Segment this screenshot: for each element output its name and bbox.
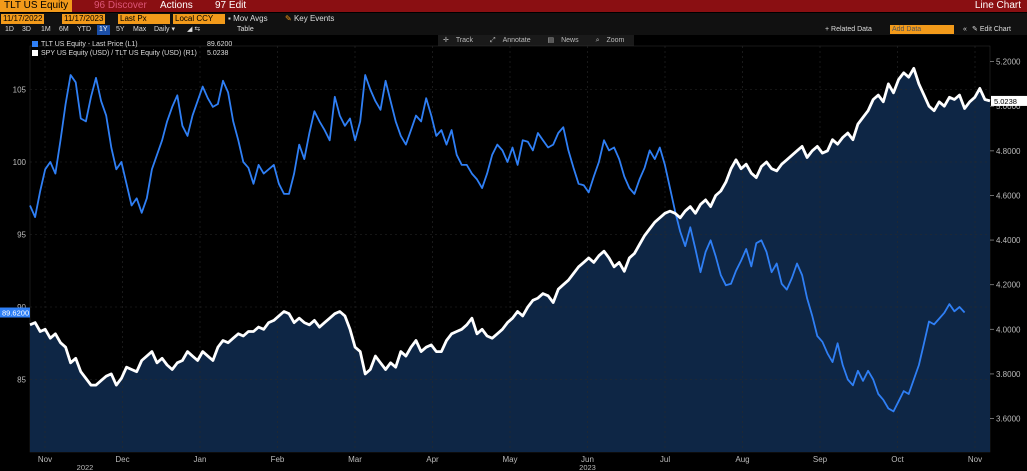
right-tick-4.4: 4.4000 [996,236,1021,245]
x-tick-8: Jul [660,455,670,464]
right-tick-3.8: 3.8000 [996,370,1021,379]
pencil-icon: ✎ [285,14,292,23]
frequency-label: Daily [154,26,170,33]
x-tick-9: Aug [735,455,749,464]
edit-chart-label: Edit Chart [979,26,1011,33]
right-tick-4: 4.0000 [996,325,1021,334]
x-tick-4: Mar [348,455,362,464]
left-tick-100: 100 [13,158,27,167]
ratio-area-fill [30,68,990,453]
period-1m[interactable]: 1M [41,26,51,33]
zoom-tool[interactable]: ⌕ Zoom [595,37,625,44]
year-label-2023: 2023 [579,463,596,471]
track-label: Track [455,37,474,44]
mov-avgs-label: Mov Avgs [233,14,268,23]
last-value-text-tlt: 89.6200 [2,309,29,318]
legend-entry-tlt[interactable]: TLT US Equity - Last Price (L1) 89.6200 [32,40,232,49]
add-data-input[interactable]: Add Data [890,25,954,34]
zoom-label: Zoom [606,37,625,44]
right-tick-3.6: 3.6000 [996,415,1021,424]
annotate-label: Annotate [502,37,531,44]
chart-type-title: Line Chart [974,0,1021,11]
left-tick-105: 105 [13,86,27,95]
edit-chart-icon: ✎ [972,26,978,33]
key-events-toggle[interactable]: ✎ Key Events [285,13,334,25]
last-value-text-ratio: 5.0238 [994,97,1017,106]
left-tick-85: 85 [17,376,26,385]
right-tick-5: 5.0000 [996,102,1021,111]
right-tick-5.2: 5.2000 [996,58,1021,67]
right-tick-4.8: 4.8000 [996,147,1021,156]
legend-label-ratio: SPY US Equity (USD) / TLT US Equity (USD… [41,50,197,57]
news-label: News [561,37,579,44]
x-tick-1: Dec [115,455,129,464]
mov-avgs-toggle[interactable]: ▪ Mov Avgs [228,14,268,23]
collapse-icon[interactable]: « [963,26,967,33]
x-tick-6: May [502,455,517,464]
legend-entry-ratio[interactable]: SPY US Equity (USD) / TLT US Equity (USD… [32,49,228,58]
right-tick-4.2: 4.2000 [996,281,1021,290]
legend-value-ratio: 5.0238 [207,50,229,57]
frequency-select[interactable]: Daily ▾ [154,26,176,33]
x-tick-10: Sep [813,455,828,464]
last-value-badge-tlt [0,307,30,318]
start-date-field[interactable]: 11/17/2022 [1,14,45,24]
legend-value-tlt: 89.6200 [207,41,233,48]
date-toolbar: 11/17/2022 11/17/2023 Last Px Local CCY … [0,13,1027,25]
news-tool[interactable]: ▤ News [547,37,579,44]
x-tick-11: Oct [891,455,904,464]
x-tick-5: Apr [426,455,439,464]
left-tick-95: 95 [17,231,26,240]
chart-legend: TLT US Equity - Last Price (L1) 89.6200 … [32,40,232,58]
x-tick-7: Jun [581,455,594,464]
right-tick-4.6: 4.6000 [996,191,1021,200]
x-tick-12: Nov [968,455,982,464]
actions-menu[interactable]: Actions [160,0,193,11]
chart-style-icon[interactable]: ◢ ⇆ [187,26,201,33]
key-events-label: Key Events [293,14,335,23]
legend-label-tlt: TLT US Equity - Last Price (L1) [41,41,138,48]
currency-select[interactable]: Local CCY [173,14,225,24]
period-max[interactable]: Max [133,26,147,33]
title-bar: TLT US Equity 96 Discover Actions 97 Edi… [0,0,1027,12]
period-1d[interactable]: 1D [5,26,14,33]
period-toolbar: 1D 3D 1M 6M YTD 1Y 5Y Max Daily ▾ ◢ ⇆ Ta… [0,25,1027,35]
series-line-ratio [29,66,991,387]
period-5y[interactable]: 5Y [116,26,125,33]
x-tick-0: Nov [38,455,52,464]
related-data-button[interactable]: + Related Data [825,26,872,33]
end-date-field[interactable]: 11/17/2023 [62,14,106,24]
edit-chart-button[interactable]: ✎ Edit Chart [972,25,1011,35]
discover-menu[interactable]: 96 Discover [94,0,147,11]
period-6m[interactable]: 6M [59,26,69,33]
period-1y[interactable]: 1Y [97,25,110,35]
left-tick-90: 90 [17,303,26,312]
last-value-badge-ratio [991,95,1027,106]
annotate-tool[interactable]: ⤢ Annotate [490,37,531,44]
x-tick-2: Jan [194,455,207,464]
x-tick-3: Feb [271,455,285,464]
year-label-2022: 2022 [77,463,94,471]
track-tool[interactable]: ✛ Track [443,37,474,44]
legend-swatch-tlt [32,41,38,48]
series-line-tlt [29,74,966,413]
table-button[interactable]: Table [237,26,254,33]
period-ytd[interactable]: YTD [77,26,91,33]
period-3d[interactable]: 3D [22,26,31,33]
price-field-select[interactable]: Last Px [118,14,170,24]
legend-swatch-ratio [32,50,38,57]
chart-tools: ✛ Track ⤢ Annotate ▤ News ⌕ Zoom [438,35,635,46]
ticker-field[interactable]: TLT US Equity [0,0,73,12]
edit-menu[interactable]: 97 Edit [215,0,247,11]
